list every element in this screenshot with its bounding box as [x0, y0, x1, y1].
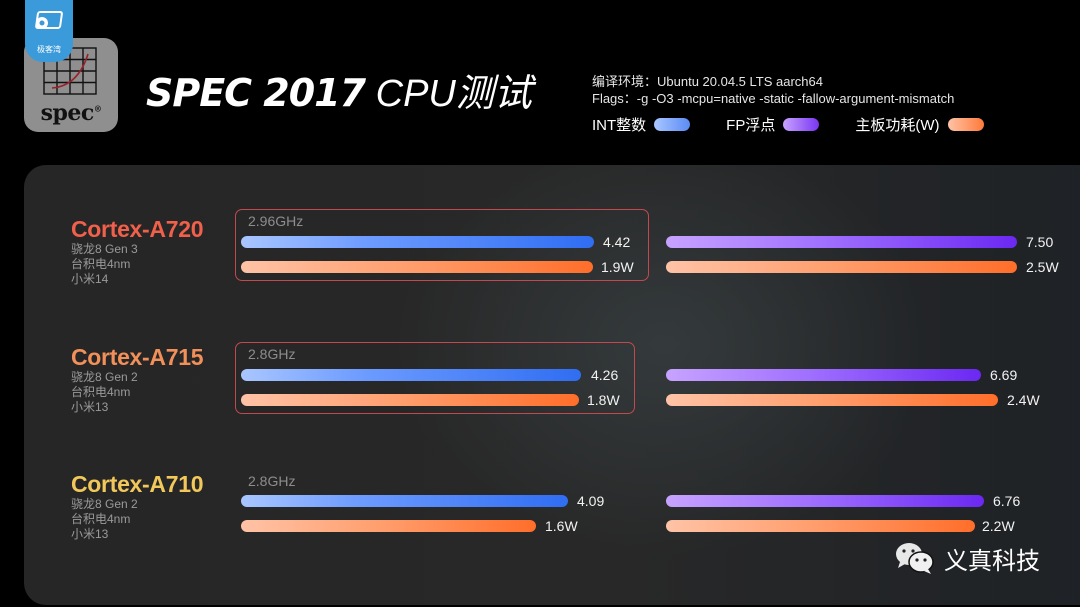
int-bar-a720 [241, 236, 594, 248]
int-power-bar-a720 [241, 261, 593, 273]
int-bar-a710 [241, 495, 568, 507]
spec-logo: spec® [24, 38, 118, 132]
freq-label: 2.8GHz [248, 473, 296, 489]
freq-label: 2.96GHz [248, 213, 304, 229]
page-title: SPEC 2017 CPU测试 [146, 71, 532, 115]
int-power-value: 1.6W [545, 518, 578, 534]
freq-label: 2.8GHz [248, 346, 296, 362]
watermark-badge: 极客湾 [25, 0, 73, 62]
fp-power-value: 2.4W [1007, 392, 1040, 408]
int-power-value: 1.9W [601, 259, 634, 275]
fp-value: 7.50 [1026, 234, 1054, 250]
fp-bar-a720 [666, 236, 1017, 248]
legend-swatch-fp [783, 118, 820, 131]
wechat-icon [896, 543, 934, 574]
highlight-box-a715 [235, 342, 635, 414]
legend-item-fp: FP浮点 [726, 114, 820, 135]
int-power-value: 1.8W [587, 392, 620, 408]
legend-swatch-int [654, 118, 691, 131]
watermark: 义真科技 [894, 540, 1040, 576]
highlight-box-a720 [235, 209, 649, 281]
row-label-a715: Cortex-A715 骁龙8 Gen 2 台积电4nm 小米13 [71, 344, 204, 415]
fp-power-value: 2.2W [982, 518, 1015, 534]
fp-power-bar-a710 [666, 520, 975, 532]
build-env-text: 编译环境：Ubuntu 20.04.5 LTS aarch64 [592, 74, 823, 89]
legend-item-power: 主板功耗(W) [855, 114, 984, 135]
row-label-a710: Cortex-A710 骁龙8 Gen 2 台积电4nm 小米13 [71, 471, 204, 542]
fp-value: 6.69 [990, 367, 1018, 383]
soc-name: 骁龙8 Gen 3 [71, 242, 138, 256]
fp-power-bar-a715 [666, 394, 998, 406]
row-label-a720: Cortex-A720 骁龙8 Gen 3 台积电4nm 小米14 [71, 216, 204, 287]
watermark-text: 义真科技 [944, 546, 1040, 575]
int-value: 4.26 [591, 367, 619, 383]
soc-name: 骁龙8 Gen 2 [71, 497, 138, 511]
fp-value: 6.76 [993, 493, 1021, 509]
fp-bar-a710 [666, 495, 984, 507]
chart-legend: INT整数 FP浮点 主板功耗(W) [592, 114, 1020, 135]
soc-name: 骁龙8 Gen 2 [71, 370, 138, 384]
process-node: 台积电4nm [71, 512, 131, 526]
legend-item-int: INT整数 [592, 114, 691, 135]
int-value: 4.42 [603, 234, 631, 250]
int-value: 4.09 [577, 493, 605, 509]
spec-logo-text: spec® [40, 100, 102, 126]
device-name: 小米13 [71, 527, 109, 541]
int-power-bar-a715 [241, 394, 579, 406]
int-power-bar-a710 [241, 520, 536, 532]
process-node: 台积电4nm [71, 257, 131, 271]
core-name: Cortex-A715 [71, 344, 204, 370]
fp-power-bar-a720 [666, 261, 1017, 273]
legend-swatch-power [947, 118, 984, 131]
core-name: Cortex-A720 [71, 216, 204, 242]
int-bar-a715 [241, 369, 581, 381]
badge-text: 极客湾 [37, 45, 61, 54]
device-name: 小米14 [71, 272, 109, 286]
device-name: 小米13 [71, 400, 109, 414]
build-info: 编译环境：Ubuntu 20.04.5 LTS aarch64 Flags：-g… [592, 73, 954, 107]
build-flags-text: Flags：-g -O3 -mcpu=native -static -fallo… [592, 91, 955, 106]
camera-gear-icon [35, 11, 63, 29]
process-node: 台积电4nm [71, 385, 131, 399]
fp-power-value: 2.5W [1026, 259, 1059, 275]
fp-bar-a715 [666, 369, 981, 381]
core-name: Cortex-A710 [71, 471, 204, 497]
